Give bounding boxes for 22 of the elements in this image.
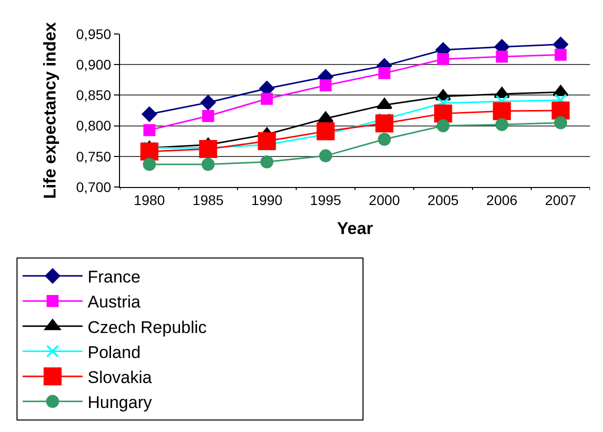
y-tick-label: 0,950 xyxy=(76,26,112,42)
x-axis-title: Year xyxy=(337,219,374,238)
y-tick-label: 0,800 xyxy=(76,118,112,134)
x-tick-label: 1980 xyxy=(134,192,166,208)
x-tick-label: 2000 xyxy=(368,192,400,208)
x-tick-label: 2006 xyxy=(486,192,518,208)
legend-label: Poland xyxy=(88,342,141,362)
legend-label: France xyxy=(88,268,141,287)
legend-label: Slovakia xyxy=(88,368,152,387)
y-tick-label: 0,700 xyxy=(76,178,112,195)
y-tick-label: 0,750 xyxy=(76,148,112,164)
legend-label: Hungary xyxy=(88,393,152,412)
x-tick-label: 1985 xyxy=(192,192,224,208)
y-tick-label: 0,900 xyxy=(76,56,112,72)
y-tick-label: 0,850 xyxy=(76,87,112,104)
legend-label: Czech Republic xyxy=(88,318,208,337)
x-tick-label: 2007 xyxy=(545,192,576,208)
x-tick-label: 1995 xyxy=(310,192,342,208)
legend-label: Austria xyxy=(88,292,142,312)
x-tick-label: 2005 xyxy=(428,192,459,208)
x-tick-label: 1990 xyxy=(251,192,283,208)
y-axis-title: Life expectancy index xyxy=(40,22,60,199)
